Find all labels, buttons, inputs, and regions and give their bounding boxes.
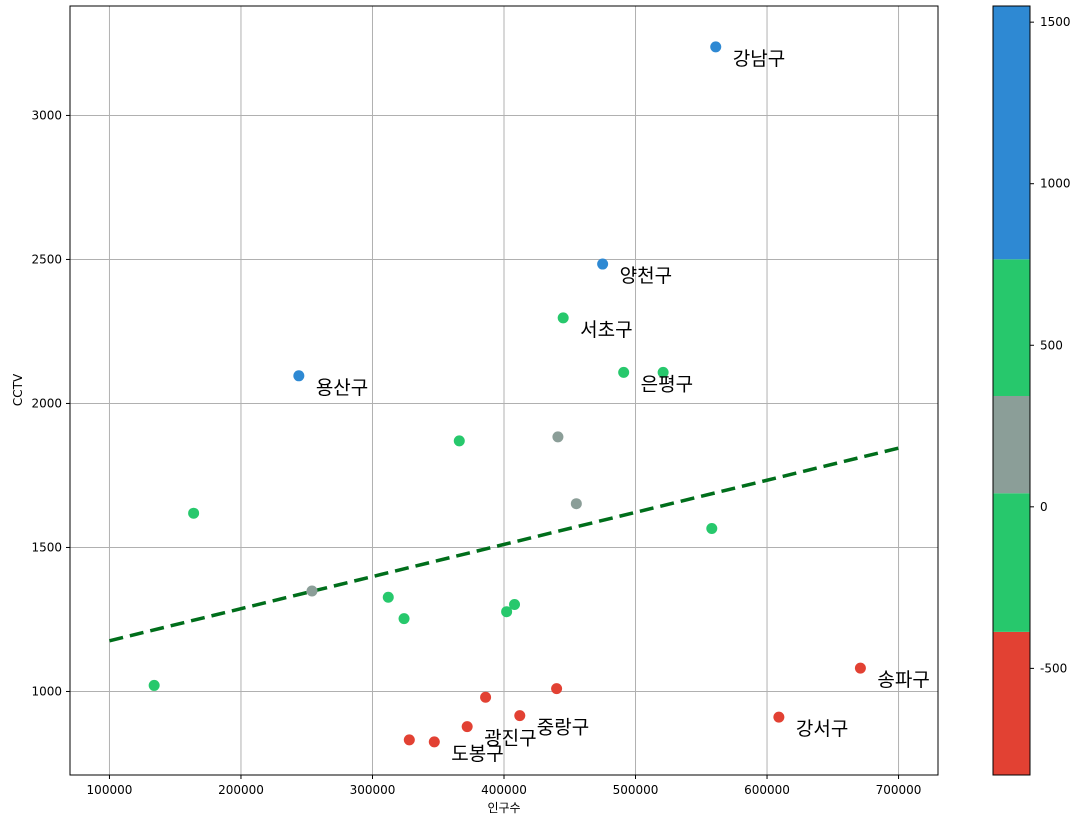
x-tick-label: 100000 <box>87 783 133 797</box>
x-tick-label: 300000 <box>350 783 396 797</box>
data-point <box>306 585 318 597</box>
colorbar: -500 0 500 1000 1500 <box>992 5 1071 776</box>
y-tick-label: 3000 <box>31 108 62 122</box>
colorbar-band <box>993 6 1030 260</box>
point-annotation: 송파구 <box>877 669 929 691</box>
colorbar-tick-label: 500 <box>1040 338 1063 352</box>
colorbar-tick-label: 1500 <box>1040 15 1071 29</box>
x-tick-label: 600000 <box>744 783 790 797</box>
colorbar-tick-label: -500 <box>1040 661 1067 675</box>
data-point <box>514 710 526 722</box>
point-annotation: 광진구 <box>484 728 536 750</box>
trendline-layer <box>109 446 899 643</box>
grid <box>70 6 938 775</box>
colorbar-frame <box>992 5 1031 776</box>
trendline <box>109 446 899 643</box>
data-point <box>570 498 582 510</box>
point-annotation: 은평구 <box>641 373 693 395</box>
data-point <box>480 691 492 703</box>
point-annotation: 도봉구 <box>451 743 503 765</box>
data-point <box>188 507 200 519</box>
points-layer <box>148 41 866 748</box>
data-point <box>453 435 465 447</box>
point-annotation: 강서구 <box>796 718 848 740</box>
data-point <box>557 312 569 324</box>
data-point <box>509 598 521 610</box>
colorbar-band <box>993 395 1030 494</box>
data-point <box>706 522 718 534</box>
data-point <box>773 711 785 723</box>
data-point <box>551 683 563 695</box>
data-point <box>854 662 866 674</box>
data-point <box>382 591 394 603</box>
y-tick-label: 1500 <box>31 540 62 554</box>
y-tick-label: 2500 <box>31 252 62 266</box>
data-point <box>428 736 440 748</box>
colorbar-band <box>993 493 1030 632</box>
point-annotation: 강남구 <box>733 48 785 70</box>
data-point <box>597 258 609 270</box>
point-annotation: 서초구 <box>580 319 632 341</box>
y-tick-label: 2000 <box>31 396 62 410</box>
y-axis-label: CCTV <box>11 373 25 406</box>
colorbar-tick-label: 0 <box>1040 500 1048 514</box>
data-point <box>618 366 630 378</box>
x-tick-label: 200000 <box>218 783 264 797</box>
colorbar-tick-label: 1000 <box>1040 177 1071 191</box>
data-point <box>657 366 669 378</box>
x-tick-label: 500000 <box>613 783 659 797</box>
x-axis-label: 인구수 <box>487 801 520 815</box>
data-point <box>501 606 513 618</box>
point-annotation: 중랑구 <box>537 717 589 739</box>
data-point <box>710 41 722 53</box>
point-annotation: 용산구 <box>316 377 368 399</box>
x-tick-label: 400000 <box>481 783 527 797</box>
colorbar-band <box>993 259 1030 396</box>
y-tick-label: 1000 <box>31 684 62 698</box>
point-annotation: 양천구 <box>620 265 672 287</box>
data-point <box>552 431 564 443</box>
data-point <box>293 370 305 382</box>
x-axis-ticks: 100000 200000 300000 400000 500000 600000 7000… <box>87 775 922 797</box>
x-tick-label: 700000 <box>876 783 922 797</box>
y-axis-ticks: 1000 1500 2000 2500 3000 <box>31 108 70 698</box>
data-point <box>398 613 410 625</box>
colorbar-band <box>993 631 1030 775</box>
data-point <box>461 721 473 733</box>
data-point <box>148 679 160 691</box>
data-point <box>403 734 415 746</box>
